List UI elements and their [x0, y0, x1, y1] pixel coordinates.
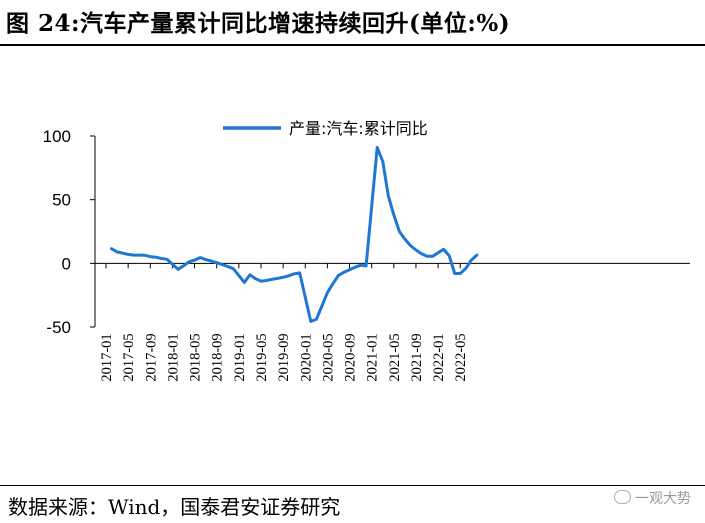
y-axis: -50 0 50 100: [43, 127, 96, 337]
x-tick-label: 2018-05: [188, 333, 204, 381]
series-layer: [110, 146, 479, 323]
x-tick-label: 2021-01: [365, 333, 381, 381]
y-tick-label: 0: [62, 254, 71, 273]
x-tick-label: 2018-01: [165, 333, 181, 381]
legend-label: 产量:汽车:累计同比: [289, 119, 428, 138]
x-tick-label: 2021-09: [409, 333, 425, 381]
x-tick-label: 2019-01: [232, 333, 248, 381]
x-tick-label: 2022-05: [453, 333, 469, 381]
source-note: 数据来源：Wind，国泰君安证券研究: [8, 495, 341, 519]
watermark-text: 一观大势: [635, 491, 691, 507]
y-tick-label: -50: [46, 318, 71, 337]
x-tick-label: 2022-01: [431, 333, 447, 381]
x-tick-label: 2020-09: [343, 333, 359, 381]
wechat-icon: [614, 490, 631, 504]
x-tick-label: 2020-01: [298, 333, 314, 381]
x-axis: 2017-01 2017-05 2017-09 2018-01 2018-05 2018-…: [95, 262, 690, 382]
x-tick-label: 2017-09: [143, 333, 159, 381]
source-divider: [0, 485, 705, 486]
x-tick-label: 2018-09: [210, 333, 226, 381]
page-title: 图 24:汽车产量累计同比增速持续回升(单位:%): [6, 10, 511, 37]
x-tick-label: 2017-01: [99, 333, 115, 381]
x-tick-label: 2020-05: [320, 333, 336, 381]
x-tick-label: 2019-05: [254, 333, 270, 381]
y-tick-label: 100: [43, 127, 71, 146]
title-divider: [0, 44, 705, 46]
x-tick-label: 2021-05: [387, 333, 403, 381]
chart-legend: 产量:汽车:累计同比: [223, 119, 428, 138]
series-line: [110, 146, 479, 323]
x-tick-label: 2017-05: [121, 333, 137, 381]
x-tick-label: 2019-09: [276, 333, 292, 381]
watermark: 一观大势: [614, 488, 691, 508]
y-tick-label: 50: [52, 191, 71, 210]
